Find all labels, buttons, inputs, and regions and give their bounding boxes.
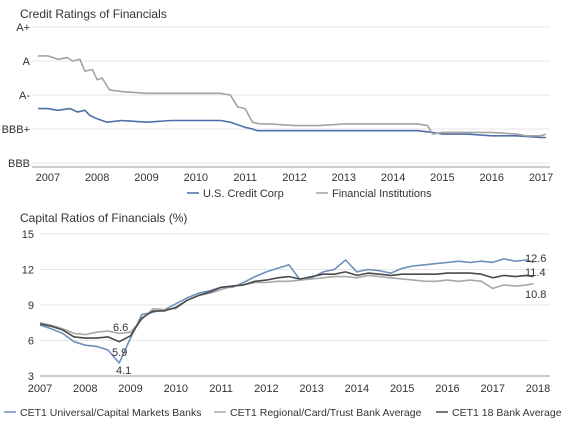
credit-x-tick-2012: 2012 [282,172,306,184]
capital-chart-y-tick-labels: 3 6 9 12 15 [22,229,34,383]
capital-y-tick-12: 12 [22,265,34,277]
annotation-11-4: 11.4 [525,267,546,279]
capital-chart-gridlines [40,233,550,341]
legend-label-cet1-universal: CET1 Universal/Capital Markets Banks [20,407,201,419]
capital-y-tick-6: 6 [28,336,34,348]
annotation-12-6: 12.6 [525,253,546,265]
credit-chart-series [38,55,547,139]
annotation-5-9: 5.9 [112,347,127,359]
capital-series-line-cet1-regional-card-trust-bank-average [39,274,534,336]
credit-chart-gridlines [32,26,550,164]
capital-x-tick-2017: 2017 [480,383,504,395]
credit-x-tick-2017: 2017 [529,172,553,184]
credit-ratings-chart: Credit Ratings of Financials BBB BBB+ A- A A… [2,7,554,200]
capital-chart-series [39,258,534,364]
capital-series-line-cet1-18-bank-average [39,271,534,343]
credit-chart-title: Credit Ratings of Financials [20,7,167,21]
legend-item-cet1-regional: CET1 Regional/Card/Trust Bank Average [214,407,422,419]
credit-chart-x-tick-labels: 2007 2008 2009 2010 2011 2012 2013 2014 2015 2016… [36,172,554,184]
capital-y-tick-15: 15 [22,229,34,241]
credit-chart-legend: U.S. Credit Corp Financial Institutions [187,188,432,200]
capital-y-tick-9: 9 [28,300,34,312]
credit-y-tick-a: A [23,56,31,68]
credit-x-tick-2016: 2016 [480,172,504,184]
credit-x-tick-2013: 2013 [332,172,356,184]
credit-y-tick-a: A- [19,90,30,102]
legend-item-cet1-18-bank: CET1 18 Bank Average [436,407,562,419]
capital-chart-x-tick-labels: 2007 2008 2009 2010 2011 2012 2013 2014 2015 2016… [28,383,550,395]
credit-chart-y-tick-labels: BBB BBB+ A- A A+ [2,22,31,170]
legend-label-us-credit-corp: U.S. Credit Corp [203,188,284,200]
capital-x-tick-2015: 2015 [390,383,414,395]
credit-x-tick-2010: 2010 [184,172,208,184]
annotation-4-1: 4.1 [116,365,131,377]
legend-item-cet1-universal: CET1 Universal/Capital Markets Banks [4,407,201,419]
capital-y-tick-3: 3 [28,371,34,383]
annotation-6-6: 6.6 [113,322,128,334]
legend-label-cet1-18-bank: CET1 18 Bank Average [452,407,562,419]
capital-chart-legend: CET1 Universal/Capital Markets Banks CET… [4,407,562,419]
capital-x-tick-2016: 2016 [435,383,459,395]
legend-item-us-credit-corp: U.S. Credit Corp [187,188,284,200]
capital-chart-annotations: 6.6 5.9 4.1 12.6 11.4 10.8 [112,253,546,377]
capital-x-tick-2009: 2009 [118,383,142,395]
credit-x-tick-2014: 2014 [381,172,405,184]
credit-x-tick-2011: 2011 [233,172,257,184]
credit-y-tick-a: A+ [16,22,30,34]
capital-x-tick-2013: 2013 [299,383,323,395]
capital-x-tick-2007: 2007 [28,383,52,395]
credit-x-tick-2009: 2009 [134,172,158,184]
capital-x-tick-2014: 2014 [345,383,369,395]
annotation-10-8: 10.8 [525,289,546,301]
capital-x-tick-2008: 2008 [73,383,97,395]
capital-series-line-cet1-universal-capital-markets-banks [39,258,534,364]
credit-x-tick-2007: 2007 [36,172,60,184]
credit-x-tick-2015: 2015 [430,172,454,184]
capital-x-tick-2018: 2018 [526,383,550,395]
legend-label-financial-institutions: Financial Institutions [332,188,432,200]
legend-label-cet1-regional: CET1 Regional/Card/Trust Bank Average [230,407,422,419]
capital-ratios-chart: Capital Ratios of Financials (%) 3 6 9 12 15… [4,211,562,419]
credit-x-tick-2008: 2008 [85,172,109,184]
credit-y-tick-bbb: BBB [8,158,30,170]
capital-chart-title: Capital Ratios of Financials (%) [20,211,187,225]
capital-x-tick-2011: 2011 [209,383,233,395]
credit-y-tick-bbb: BBB+ [2,124,30,136]
legend-item-financial-institutions: Financial Institutions [316,188,432,200]
capital-x-tick-2010: 2010 [164,383,188,395]
capital-x-tick-2012: 2012 [254,383,278,395]
credit-series-line-financial-institutions [38,55,547,137]
